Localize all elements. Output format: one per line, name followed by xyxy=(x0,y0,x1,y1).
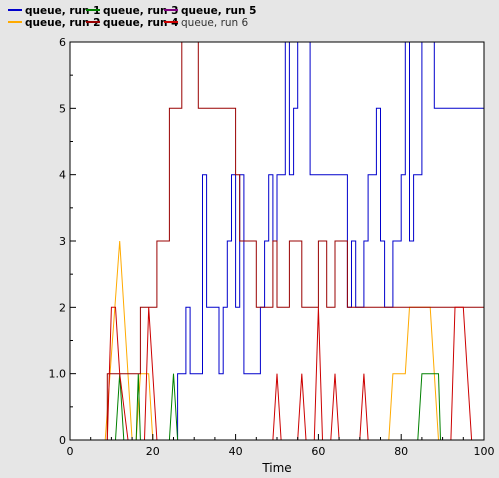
legend-item-1: queue, run 1 xyxy=(8,5,100,17)
x-axis: 0 20 40 60 80 100 xyxy=(67,434,495,458)
legend-label: queue, run 5 xyxy=(181,5,256,17)
legend-item-4: queue, run 4 xyxy=(86,17,178,29)
x-tick-label: 60 xyxy=(311,445,325,458)
legend-label: queue, run 6 xyxy=(181,17,249,29)
y-tick-label: 6 xyxy=(59,36,66,49)
x-axis-title: Time xyxy=(261,461,291,475)
series-line-4 xyxy=(70,41,484,441)
legend-label: queue, run 2 xyxy=(25,17,100,29)
y-axis: 0 1.0 2 3 4 5 6 xyxy=(49,36,76,447)
legend-label: queue, run 4 xyxy=(103,17,178,29)
y-tick-label: 2 xyxy=(59,301,66,314)
y-tick-label: 4 xyxy=(59,169,66,182)
legend-item-3: queue, run 3 xyxy=(86,5,178,17)
legend-label: queue, run 3 xyxy=(103,5,178,17)
legend-item-5: queue, run 5 xyxy=(164,5,256,17)
y-tick-label: 3 xyxy=(59,235,66,248)
x-tick-label: 80 xyxy=(394,445,408,458)
x-tick-label: 40 xyxy=(229,445,243,458)
legend-item-6: queue, run 6 xyxy=(164,17,249,29)
x-tick-label: 0 xyxy=(67,445,74,458)
x-tick-label: 20 xyxy=(146,445,160,458)
x-tick-label: 100 xyxy=(474,445,495,458)
series-line-1 xyxy=(70,41,484,441)
y-tick-label: 1.0 xyxy=(49,368,67,381)
legend-label: queue, run 1 xyxy=(25,5,100,17)
legend-item-2: queue, run 2 xyxy=(8,17,100,29)
y-tick-label: 0 xyxy=(59,434,66,447)
y-tick-label: 5 xyxy=(59,102,66,115)
